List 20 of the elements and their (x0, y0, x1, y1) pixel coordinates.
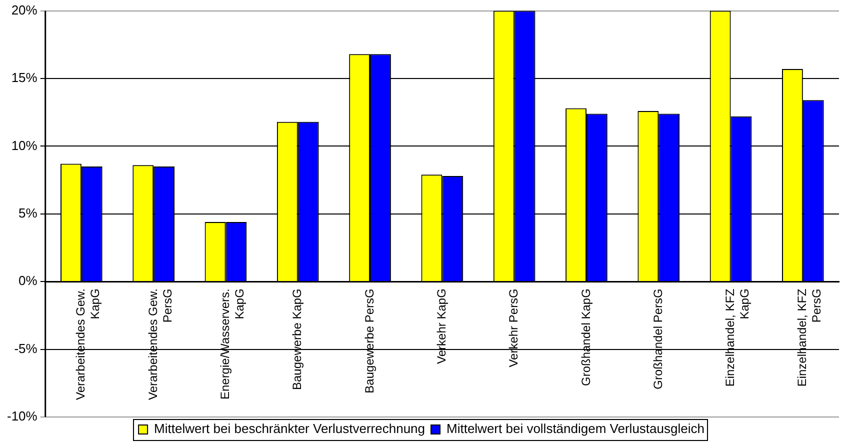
x-tick-label: Verkehr KapG (434, 288, 448, 364)
y-tick-label: -5% (14, 340, 38, 356)
x-tick-label: Baugewerbe PersG (362, 288, 376, 394)
x-tick-label: Baugewerbe KapG (290, 288, 304, 390)
y-tick-label: -10% (6, 408, 38, 424)
x-tick-label: Einzelhandel, KFZ KapG (723, 288, 752, 387)
x-tick-label: Energie/Wasservers. KapG (218, 288, 246, 400)
x-tick-label: Großhandel KapG (578, 288, 593, 386)
x-tick-label: Verarbeitendes Gew. PersG (146, 288, 174, 400)
x-tick-label: Verarbeitendes Gew. KapG (74, 288, 102, 400)
y-tick-label: 0% (18, 273, 38, 288)
x-tick-label: Großhandel PersG (650, 288, 665, 390)
y-tick-label: 10% (11, 138, 38, 153)
y-tick-label: 15% (11, 70, 38, 86)
y-tick-label: 20% (11, 2, 38, 18)
y-tick-label: 5% (18, 205, 38, 220)
legend-label: Mittelwert bei beschränkter Verlustverrechnung (154, 421, 426, 436)
x-tick-label: Einzelhandel, KFZ PersG (795, 288, 824, 387)
legend-label: Mittelwert bei vollständigem Verlustausgleich (446, 421, 704, 436)
x-tick-label: Verkehr PersG (506, 288, 521, 368)
